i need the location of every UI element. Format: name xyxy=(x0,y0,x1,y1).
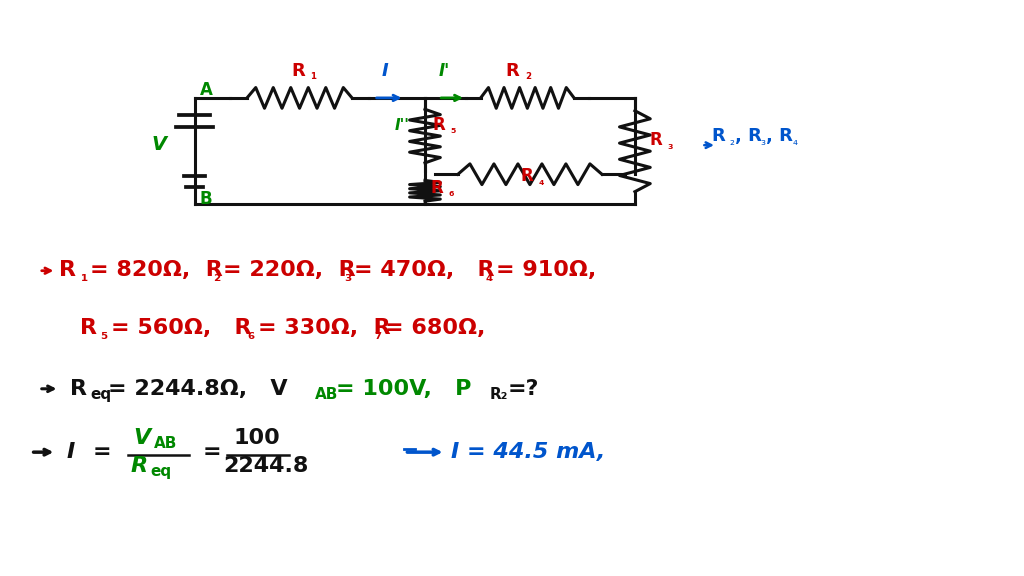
Text: =: = xyxy=(203,442,221,462)
Text: = 2244.8Ω,   V: = 2244.8Ω, V xyxy=(108,378,287,399)
Text: ₂: ₂ xyxy=(729,135,734,148)
Text: , R: , R xyxy=(766,127,793,145)
Text: = 220Ω,  R: = 220Ω, R xyxy=(223,260,356,281)
Text: ₁: ₁ xyxy=(310,69,316,82)
Text: R: R xyxy=(432,116,444,134)
Text: eq: eq xyxy=(90,387,112,402)
Text: ₁: ₁ xyxy=(80,267,87,285)
Text: ₄: ₄ xyxy=(485,267,493,285)
Text: R: R xyxy=(80,318,97,338)
Text: I': I' xyxy=(438,62,450,80)
Text: ₂: ₂ xyxy=(213,267,220,285)
Text: = 470Ω,   R: = 470Ω, R xyxy=(354,260,495,281)
Text: ₃: ₃ xyxy=(668,139,673,151)
Text: V: V xyxy=(152,135,167,154)
Text: ₃: ₃ xyxy=(761,135,766,148)
Text: R: R xyxy=(430,179,442,197)
Text: I = 44.5 mA,: I = 44.5 mA, xyxy=(451,442,605,462)
Text: I: I xyxy=(382,62,389,80)
Text: R: R xyxy=(70,378,87,399)
Text: AB: AB xyxy=(154,435,177,450)
Text: 2244.8: 2244.8 xyxy=(223,456,308,476)
Text: 100: 100 xyxy=(233,427,281,448)
Text: = 100V,   P: = 100V, P xyxy=(336,378,471,399)
Text: = 330Ω,  R: = 330Ω, R xyxy=(258,318,391,338)
Text: AB: AB xyxy=(315,387,339,402)
Text: = 560Ω,   R: = 560Ω, R xyxy=(111,318,251,338)
Text: R: R xyxy=(292,62,305,80)
Text: ₂: ₂ xyxy=(525,69,531,82)
Text: R: R xyxy=(520,168,532,185)
Text: eq: eq xyxy=(151,464,172,479)
Text: ₄: ₄ xyxy=(539,175,544,188)
Text: = 910Ω,: = 910Ω, xyxy=(496,260,596,281)
Text: ₆: ₆ xyxy=(248,325,255,343)
Text: ₅: ₅ xyxy=(451,123,456,136)
Text: I: I xyxy=(67,442,75,462)
Text: R: R xyxy=(130,456,147,476)
Text: = 680Ω,: = 680Ω, xyxy=(385,318,485,338)
Text: R: R xyxy=(712,127,725,145)
Text: R₂: R₂ xyxy=(489,387,508,402)
Text: ₅: ₅ xyxy=(100,325,108,343)
Text: B: B xyxy=(200,191,212,209)
Text: ₇: ₇ xyxy=(375,325,382,343)
Text: R: R xyxy=(649,131,662,149)
Text: =: = xyxy=(92,442,111,462)
Text: ₆: ₆ xyxy=(449,187,454,199)
Text: I'': I'' xyxy=(394,118,410,132)
Text: V: V xyxy=(133,427,151,448)
Text: , R: , R xyxy=(735,127,762,145)
Text: A: A xyxy=(200,81,213,99)
Text: ₄: ₄ xyxy=(793,135,798,148)
Text: R: R xyxy=(506,62,519,80)
Text: R: R xyxy=(59,260,77,281)
Text: ₃: ₃ xyxy=(344,267,351,285)
Text: =?: =? xyxy=(508,378,540,399)
Text: = 820Ω,  R: = 820Ω, R xyxy=(90,260,223,281)
